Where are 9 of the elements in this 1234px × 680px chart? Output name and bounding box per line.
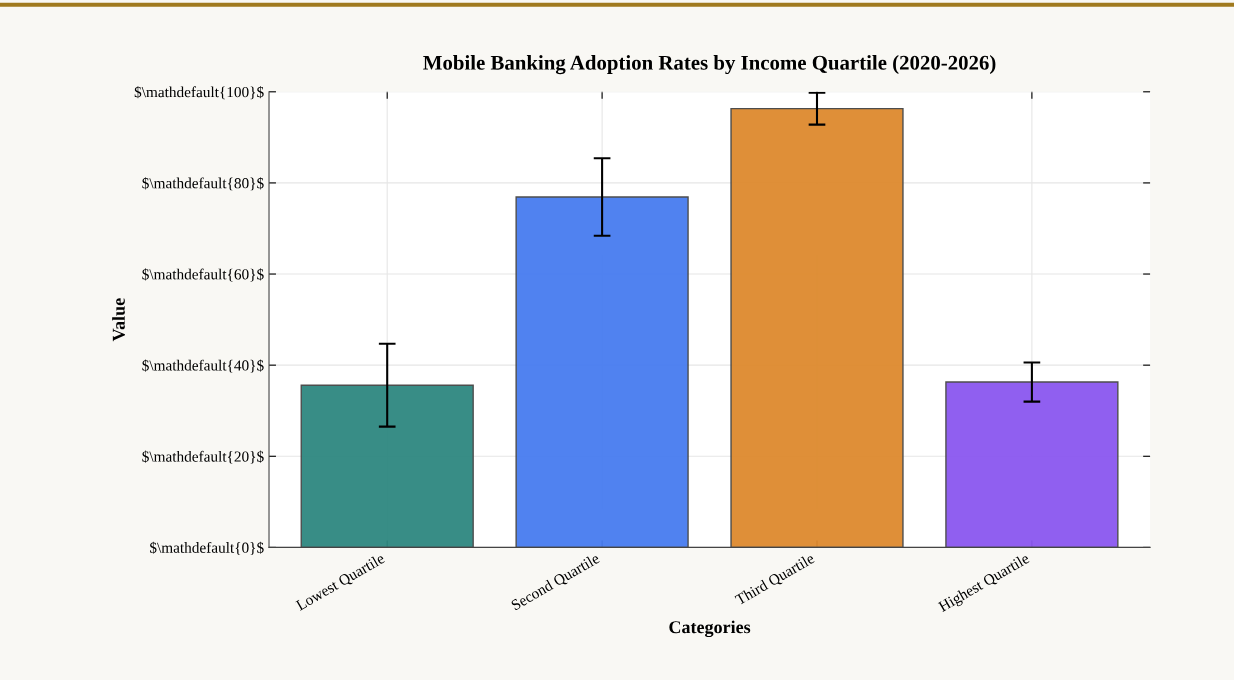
y-tick-label: $\mathdefault{60}$: [142, 268, 264, 282]
chart-title: Mobile Banking Adoption Rates by Income Quartile (2020-2026): [423, 55, 996, 75]
y-tick-label: $\mathdefault{100}$: [134, 86, 264, 100]
y-tick-label: $\mathdefault{20}$: [142, 450, 264, 464]
y-axis-title: Value: [112, 298, 125, 342]
y-tick-label: $\mathdefault{40}$: [142, 359, 264, 373]
x-axis-title: Categories: [669, 620, 751, 638]
y-tick-label: $\mathdefault{0}$: [150, 541, 264, 555]
y-tick-label: $\mathdefault{80}$: [142, 177, 264, 191]
